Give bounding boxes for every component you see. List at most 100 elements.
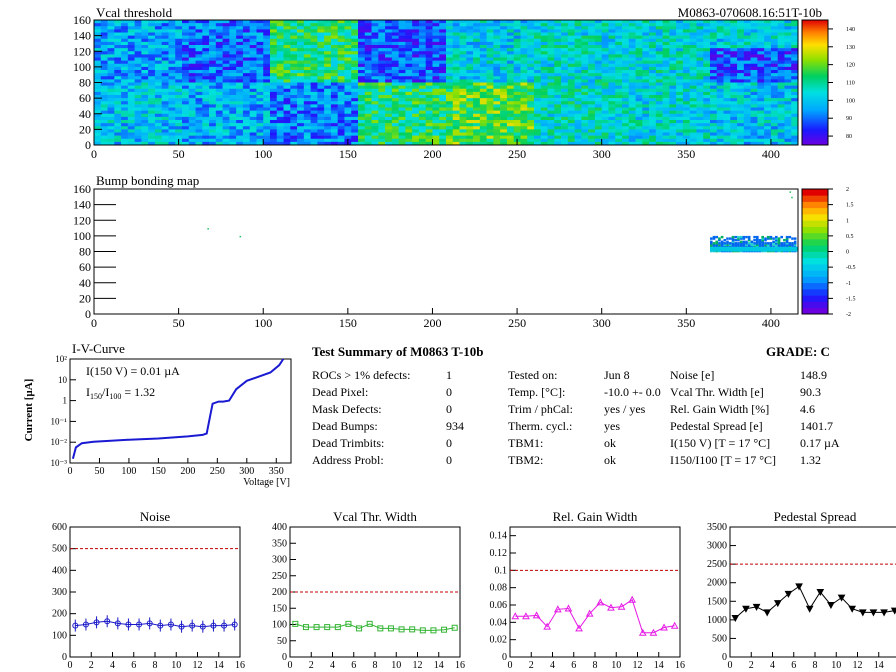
vcal-threshold-cell [784,51,792,55]
vcal-threshold-cell [209,132,217,136]
vcal-threshold-cell [777,104,785,108]
vcal-threshold-cell [730,129,738,133]
vcal-threshold-cell [100,82,108,86]
vcal-threshold-cell [391,23,399,27]
vcal-threshold-cell [148,57,156,61]
vcal-threshold-cell [743,41,751,46]
vcal-threshold-cell [764,95,772,99]
vcal-threshold-cell [608,104,616,108]
vcal-threshold-cell [554,101,562,105]
summary-chart-point [880,609,888,617]
vcal-threshold-cell [676,95,684,99]
bump-defect-cell [715,240,718,243]
vcal-threshold-cell [310,138,318,143]
vcal-threshold-cell [791,123,799,127]
vcal-threshold-cell [723,20,731,24]
vcal-threshold-cell [432,141,440,146]
vcal-threshold-cell [608,41,616,46]
vcal-threshold-cell [567,70,575,74]
vcal-threshold-cell [655,35,663,40]
vcal-threshold-cell [114,57,122,61]
vcal-threshold-cell [500,32,508,36]
vcal-threshold-cell [344,32,352,36]
vcal-threshold-cell [107,79,115,83]
vcal-threshold-cell [175,51,183,55]
vcal-threshold-cell [229,116,237,121]
vcal-threshold-cell [486,82,494,86]
summary-chart-series-line [295,623,455,631]
summary-chart-2: Rel. Gain Width00.020.040.060.080.10.120… [490,509,686,671]
vcal-threshold-cell [608,82,616,86]
vcal-threshold-cell [737,107,745,111]
vcal-threshold-cell [317,51,325,55]
vcal-threshold-cell [168,38,176,43]
bump-palette-step [802,307,828,315]
summary-chart-point [827,602,835,610]
vcal-threshold-cell [588,35,596,40]
vcal-threshold-cell [310,141,318,146]
vcal-threshold-cell [161,76,169,80]
vcal-threshold-cell [154,104,162,108]
vcal-threshold-cell [439,141,447,146]
vcal-threshold-cell [209,45,217,49]
vcal-threshold-cell [581,101,589,105]
vcal-threshold-cell [527,101,535,105]
vcal-threshold-cell [148,76,156,80]
vcal-threshold-cell [358,45,366,49]
vcal-threshold-cell [459,98,467,102]
vcal-threshold-cell [534,82,542,86]
vcal-threshold-cell [405,113,413,118]
vcal-threshold-cell [547,98,555,102]
vcal-threshold-cell [452,98,460,102]
vcal-threshold-cell [161,73,169,77]
vcal-threshold-cell [371,38,379,43]
vcal-threshold-cell [527,116,535,121]
vcal-threshold-cell [249,110,257,115]
vcal-threshold-cell [764,141,772,146]
vcal-threshold-cell [351,63,359,68]
bump-defect-cell [753,235,756,239]
vcal-threshold-cell [534,48,542,52]
vcal-threshold-cell [263,48,271,52]
vcal-threshold-cell [608,123,616,127]
vcal-threshold-cell [628,66,636,71]
vcal-threshold-cell [682,129,690,133]
vcal-threshold-cell [628,73,636,77]
vcal-threshold-cell [127,29,135,33]
vcal-threshold-cell [540,60,548,65]
vcal-threshold-cell [527,132,535,136]
vcal-threshold-cell [270,38,278,43]
vcal-threshold-cell [662,76,670,80]
vcal-threshold-cell [486,35,494,40]
vcal-threshold-cell [750,135,758,140]
vcal-threshold-cell [188,73,196,77]
vcal-threshold-cell [506,79,514,83]
vcal-threshold-cell [222,66,230,71]
vcal-threshold-cell [310,132,318,136]
vcal-threshold-cell [283,135,291,140]
vcal-threshold-cell [459,23,467,27]
vcal-threshold-cell [398,26,406,30]
vcal-threshold-cell [608,79,616,83]
vcal-threshold-cell [730,45,738,49]
vcal-threshold-cell [270,54,278,58]
vcal-threshold-cell [554,29,562,33]
vcal-threshold-cell [608,141,616,146]
vcal-threshold-cell [168,113,176,118]
vcal-threshold-cell [486,57,494,61]
vcal-threshold-cell [148,35,156,40]
vcal-threshold-cell [520,38,528,43]
vcal-threshold-cell [270,79,278,83]
vcal-threshold-cell [202,82,210,86]
vcal-threshold-cell [324,51,332,55]
vcal-threshold-cell [134,129,142,133]
vcal-threshold-cell [432,45,440,49]
vcal-threshold-cell [249,57,257,61]
vcal-threshold-cell [473,45,481,49]
vcal-threshold-cell [242,20,250,24]
vcal-threshold-cell [784,57,792,61]
summary-chart-title: Noise [140,509,171,524]
summary-chart-point [82,621,89,628]
vcal-threshold-cell [696,104,704,108]
